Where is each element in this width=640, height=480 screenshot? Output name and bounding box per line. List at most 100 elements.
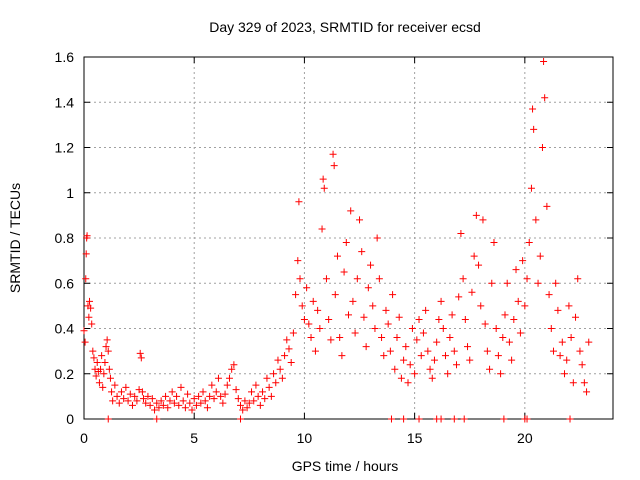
data-point	[483, 347, 491, 355]
data-point	[400, 356, 408, 364]
data-point	[179, 397, 187, 405]
data-point	[499, 334, 507, 342]
y-axis-label: SRMTID / TECUs	[7, 183, 23, 293]
data-point	[572, 313, 580, 321]
data-point	[408, 325, 416, 332]
data-point	[278, 374, 286, 382]
data-point	[369, 302, 377, 310]
y-tick-label: 1.2	[55, 140, 75, 156]
data-point	[527, 184, 535, 192]
data-point	[512, 266, 520, 274]
data-point	[552, 279, 560, 287]
data-point	[514, 297, 522, 305]
data-point	[529, 105, 537, 113]
data-point	[367, 261, 375, 269]
data-point	[190, 395, 198, 403]
data-point	[117, 388, 125, 396]
data-point	[272, 379, 280, 387]
data-point	[186, 399, 194, 407]
data-point	[259, 388, 267, 396]
data-point	[104, 347, 112, 355]
data-point	[387, 415, 395, 423]
data-point	[300, 315, 308, 323]
data-point	[133, 397, 141, 405]
data-point	[477, 302, 485, 310]
data-point	[97, 365, 105, 373]
data-point	[309, 297, 317, 305]
data-point	[184, 390, 192, 398]
data-point	[298, 302, 306, 310]
data-point	[250, 397, 258, 405]
data-point	[92, 372, 100, 380]
data-point	[155, 404, 163, 412]
y-tick-label: 0.6	[55, 275, 75, 291]
data-point	[239, 406, 247, 414]
data-point	[472, 211, 480, 219]
data-point	[536, 252, 544, 260]
data-point	[349, 297, 357, 305]
data-point	[358, 248, 366, 256]
data-point	[287, 358, 295, 366]
data-point	[419, 329, 427, 337]
data-point	[329, 150, 337, 158]
data-point	[228, 365, 236, 373]
data-point	[479, 216, 487, 224]
x-tick-label: 5	[190, 430, 198, 446]
data-point	[225, 374, 233, 382]
data-point	[519, 257, 527, 265]
data-point	[283, 336, 291, 344]
data-point	[395, 313, 403, 321]
data-point	[85, 313, 93, 321]
data-points	[80, 58, 593, 423]
data-point	[201, 397, 209, 405]
data-point	[437, 415, 445, 423]
data-point	[175, 401, 183, 409]
data-point	[340, 268, 348, 276]
data-point	[113, 392, 121, 400]
data-point	[523, 415, 531, 423]
data-point	[93, 358, 101, 366]
data-point	[492, 325, 500, 332]
data-point	[86, 297, 94, 305]
data-point	[563, 356, 571, 364]
data-point	[223, 381, 231, 389]
data-point	[131, 392, 139, 400]
data-point	[305, 320, 313, 328]
data-point	[289, 329, 297, 337]
data-point	[475, 261, 483, 269]
data-point	[494, 352, 502, 360]
data-point	[470, 252, 478, 260]
data-point	[450, 415, 458, 423]
data-point	[248, 388, 256, 396]
data-point	[236, 415, 244, 423]
data-point	[108, 388, 116, 396]
data-point	[457, 229, 465, 237]
data-point	[439, 325, 447, 332]
data-point	[206, 392, 214, 400]
data-point	[245, 399, 253, 407]
data-point	[561, 370, 569, 378]
y-tick-label: 0.4	[55, 321, 75, 337]
data-point	[500, 415, 508, 423]
x-tick-labels: 0 5 10 15 20	[80, 430, 533, 446]
data-point	[181, 404, 189, 412]
data-point	[311, 347, 319, 355]
data-point	[547, 325, 555, 332]
data-point	[525, 239, 533, 247]
x-tick-label: 0	[80, 430, 88, 446]
data-point	[199, 388, 207, 396]
data-point	[521, 302, 529, 310]
data-point	[411, 370, 419, 378]
data-point	[144, 392, 152, 400]
data-point	[294, 257, 302, 265]
data-point	[424, 347, 432, 355]
data-point	[170, 399, 178, 407]
data-point	[435, 315, 443, 323]
data-point	[356, 216, 364, 224]
data-point	[89, 347, 97, 355]
data-point	[508, 356, 516, 364]
data-point	[516, 329, 524, 337]
data-point	[137, 354, 145, 362]
data-point	[549, 347, 557, 355]
data-point	[545, 291, 553, 299]
